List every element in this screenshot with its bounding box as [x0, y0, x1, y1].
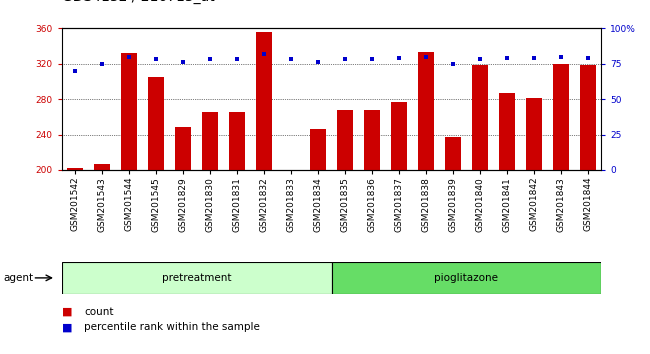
Bar: [552, 64, 569, 170]
Bar: [445, 137, 461, 170]
Bar: [580, 65, 596, 170]
Bar: [472, 65, 488, 170]
Point: [286, 57, 296, 62]
Bar: [67, 168, 83, 170]
Text: pretreatment: pretreatment: [162, 273, 231, 283]
Point: [556, 54, 566, 59]
Bar: [148, 77, 164, 170]
Point: [178, 59, 188, 65]
Bar: [499, 93, 515, 170]
Point: [232, 57, 242, 62]
Bar: [62, 262, 332, 294]
Bar: [175, 127, 191, 170]
Text: agent: agent: [3, 273, 33, 283]
Bar: [256, 32, 272, 170]
Bar: [332, 262, 601, 294]
Text: GDS4132 / 216713_at: GDS4132 / 216713_at: [62, 0, 214, 4]
Point: [97, 61, 107, 67]
Point: [313, 59, 323, 65]
Bar: [121, 53, 137, 170]
Text: ■: ■: [62, 322, 72, 332]
Bar: [202, 112, 218, 170]
Point: [70, 68, 81, 74]
Text: count: count: [84, 307, 114, 316]
Point: [394, 55, 404, 61]
Bar: [310, 129, 326, 170]
Bar: [364, 110, 380, 170]
Point: [205, 57, 215, 62]
Bar: [418, 52, 434, 170]
Point: [474, 57, 485, 62]
Point: [528, 55, 539, 61]
Point: [340, 57, 350, 62]
Bar: [94, 164, 111, 170]
Text: ■: ■: [62, 307, 72, 316]
Bar: [337, 110, 353, 170]
Bar: [391, 102, 407, 170]
Point: [124, 54, 135, 59]
Text: percentile rank within the sample: percentile rank within the sample: [84, 322, 261, 332]
Point: [502, 55, 512, 61]
Point: [448, 61, 458, 67]
Text: pioglitazone: pioglitazone: [434, 273, 499, 283]
Bar: [229, 113, 245, 170]
Point: [421, 54, 431, 59]
Point: [259, 51, 269, 57]
Bar: [526, 98, 542, 170]
Point: [151, 57, 161, 62]
Point: [582, 55, 593, 61]
Point: [367, 57, 377, 62]
